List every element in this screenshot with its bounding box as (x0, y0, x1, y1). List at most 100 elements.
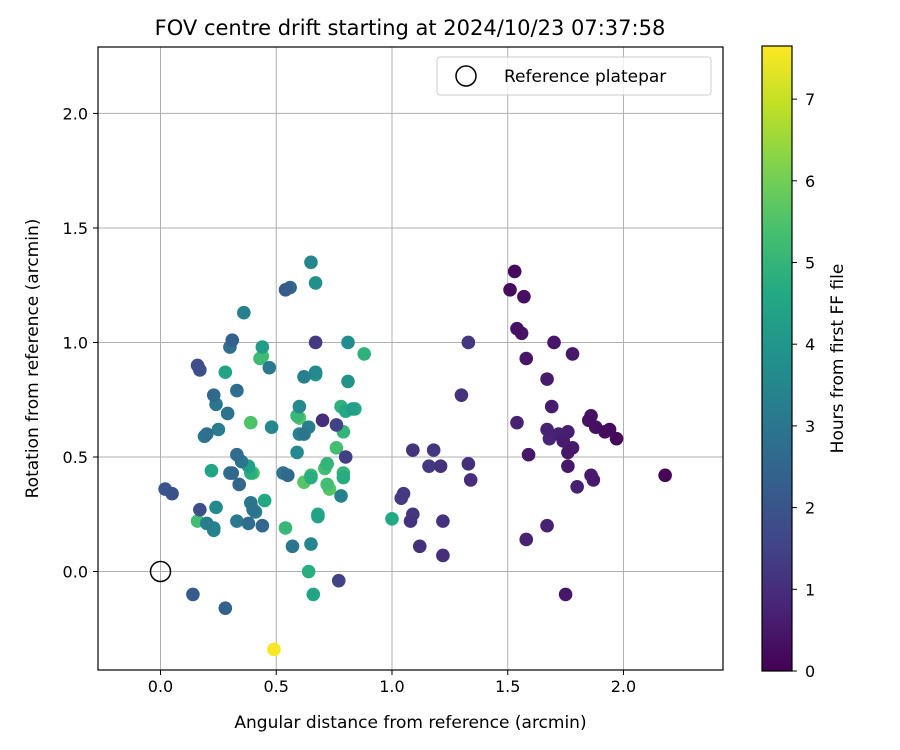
data-point (461, 335, 476, 350)
colorbar-tick-label: 6 (805, 172, 815, 191)
x-tick-label: 0.5 (264, 677, 289, 696)
colorbar-ticks: 0 1 2 3 4 5 6 7 (792, 90, 815, 681)
data-point (206, 388, 221, 402)
legend-box (436, 56, 712, 96)
data-point (225, 466, 240, 480)
data-point (230, 514, 244, 528)
data-point (540, 518, 554, 533)
x-tick-label: 1.5 (495, 677, 520, 696)
data-point (503, 282, 517, 297)
data-point (461, 457, 476, 471)
legend-label: Reference platepar (504, 67, 666, 87)
data-point (199, 516, 214, 531)
data-point (584, 408, 598, 423)
data-point (257, 493, 272, 508)
data-point (422, 459, 436, 473)
data-point (301, 564, 316, 579)
data-point (412, 539, 427, 554)
data-point (255, 518, 270, 533)
colorbar-tick-label: 2 (805, 499, 815, 518)
reference-marker-layer (149, 560, 172, 583)
data-point (237, 305, 251, 320)
x-axis: 0.0 0.5 1.0 1.5 2.0 (148, 670, 636, 696)
data-point (246, 502, 260, 517)
data-point (540, 372, 554, 386)
y-axis-label: Rotation from reference (arcmin) (23, 219, 43, 499)
data-point (190, 358, 205, 373)
data-point (561, 459, 575, 473)
data-point (218, 365, 233, 380)
data-point (426, 443, 441, 457)
data-point (561, 445, 575, 460)
data-point (218, 601, 233, 615)
data-point (385, 512, 399, 526)
y-tick-label: 2.0 (63, 104, 88, 123)
data-point (230, 383, 244, 398)
x-tick-label: 2.0 (611, 677, 636, 696)
data-point (521, 447, 536, 462)
data-point (267, 642, 281, 657)
data-point (436, 514, 450, 528)
data-point (165, 486, 179, 501)
y-tick-label: 0.0 (63, 563, 88, 582)
data-point (519, 351, 534, 366)
data-point (262, 360, 277, 375)
grid-layer (98, 47, 723, 670)
data-point (243, 415, 258, 430)
colorbar-tick-label: 4 (805, 335, 815, 354)
data-point (336, 470, 351, 485)
colorbar-tick-label: 7 (805, 90, 815, 109)
data-point (311, 509, 325, 524)
points-layer (158, 255, 672, 657)
data-point (315, 413, 330, 428)
data-point (341, 374, 355, 389)
data-point (547, 335, 561, 350)
data-point (658, 468, 672, 483)
y-tick-label: 1.0 (63, 333, 88, 352)
data-point (278, 282, 293, 297)
data-point (396, 486, 411, 501)
data-point (406, 443, 420, 457)
data-point (281, 468, 295, 483)
colorbar-gradient (761, 45, 793, 672)
data-point (230, 447, 244, 462)
colorbar-tick-label: 3 (805, 417, 815, 436)
data-point (556, 434, 571, 448)
data-point (209, 500, 223, 515)
data-point (308, 335, 323, 350)
data-point (331, 573, 346, 588)
data-point (278, 521, 293, 535)
data-point (193, 502, 207, 517)
data-point (403, 514, 418, 528)
data-point (255, 340, 270, 354)
data-point (211, 422, 226, 437)
data-point (510, 415, 524, 430)
data-point (220, 406, 235, 421)
data-point (204, 463, 219, 478)
data-point (584, 468, 598, 483)
x-tick-label: 1.0 (379, 677, 404, 696)
data-point (297, 370, 311, 384)
data-point (253, 351, 267, 366)
colorbar-tick-label: 5 (805, 254, 815, 273)
y-axis: 0.0 0.5 1.0 1.5 2.0 (63, 104, 98, 582)
reference-platepar-marker (149, 560, 172, 583)
data-point (558, 587, 573, 602)
data-point (454, 388, 469, 402)
data-point (517, 289, 531, 304)
x-axis-label: Angular distance from reference (arcmin) (234, 713, 586, 733)
colorbar-tick-label: 0 (805, 662, 815, 681)
colorbar-label: Hours from first FF file (828, 264, 848, 454)
data-point (519, 532, 534, 547)
data-point (345, 402, 360, 416)
data-point (304, 537, 318, 551)
data-point (290, 445, 304, 460)
data-point (232, 477, 247, 492)
data-point (292, 399, 307, 414)
data-point (570, 479, 584, 494)
data-point (565, 347, 580, 361)
data-point (463, 473, 478, 487)
chart-title: FOV centre drift starting at 2024/10/23 … (155, 16, 666, 40)
legend: Reference platepar (436, 56, 712, 96)
y-tick-label: 1.5 (63, 219, 88, 238)
